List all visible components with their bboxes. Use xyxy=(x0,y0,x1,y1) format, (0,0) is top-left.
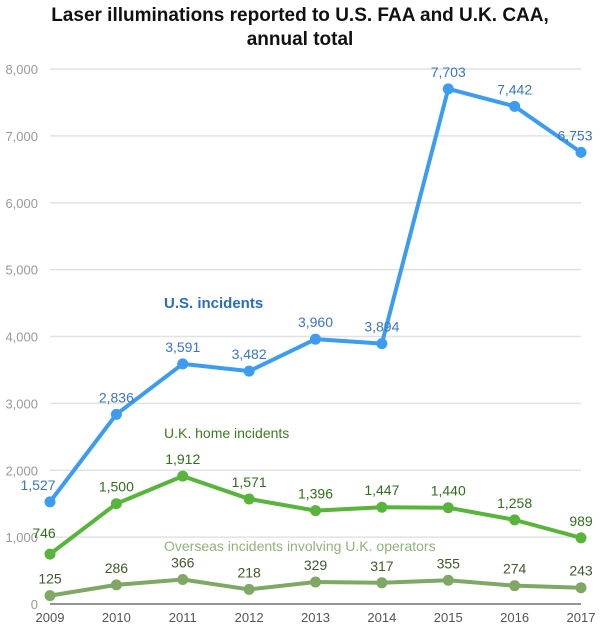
data-label: 218 xyxy=(237,564,261,580)
data-label: 3,591 xyxy=(165,339,200,355)
data-label: 3,960 xyxy=(298,314,333,330)
y-tick-label: 3,000 xyxy=(5,396,38,411)
data-label: 6,753 xyxy=(557,127,592,143)
data-label: 746 xyxy=(32,525,56,541)
y-tick-label: 7,000 xyxy=(5,129,38,144)
y-tick-label: 8,000 xyxy=(5,62,38,77)
x-tick-label: 2011 xyxy=(169,610,197,625)
data-label: 2,836 xyxy=(99,389,134,405)
data-point xyxy=(575,532,587,544)
data-label: 317 xyxy=(370,558,394,574)
data-label: 7,703 xyxy=(431,64,466,80)
series-label-us: U.S. incidents xyxy=(164,295,263,312)
data-point xyxy=(44,548,56,560)
data-label: 1,527 xyxy=(20,477,55,493)
data-label: 7,442 xyxy=(497,81,532,97)
data-label: 1,258 xyxy=(497,495,532,511)
y-tick-label: 6,000 xyxy=(5,196,38,211)
y-tick-label: 4,000 xyxy=(5,330,38,345)
x-tick-label: 2017 xyxy=(567,610,596,625)
chart-title-line2: annual total xyxy=(246,29,354,50)
data-point xyxy=(442,83,454,95)
data-label: 3,894 xyxy=(364,319,399,335)
data-point xyxy=(509,514,521,526)
data-point xyxy=(376,501,388,513)
y-tick-label: 1,000 xyxy=(5,530,38,545)
chart-title: Laser illuminations reported to U.S. FAA… xyxy=(0,4,600,52)
data-label: 1,912 xyxy=(165,451,200,467)
data-point xyxy=(44,496,56,508)
data-label: 329 xyxy=(304,557,328,573)
data-point xyxy=(243,583,255,595)
data-point xyxy=(177,574,189,586)
data-point xyxy=(442,574,454,586)
data-point xyxy=(509,100,521,112)
data-point xyxy=(376,338,388,350)
x-tick-label: 2012 xyxy=(235,610,264,625)
data-point xyxy=(575,582,587,594)
data-point xyxy=(509,580,521,592)
data-point xyxy=(376,577,388,589)
data-label: 355 xyxy=(437,555,461,571)
x-tick-label: 2016 xyxy=(500,610,529,625)
x-tick-label: 2009 xyxy=(36,610,65,625)
data-point xyxy=(310,333,321,345)
series-label-uk-home: U.K. home incidents xyxy=(164,425,289,441)
data-point xyxy=(243,493,255,505)
data-label: 366 xyxy=(171,555,195,571)
chart-title-line1: Laser illuminations reported to U.S. FAA… xyxy=(51,5,549,26)
data-point xyxy=(110,498,122,510)
data-label: 1,500 xyxy=(99,479,134,495)
x-tick-label: 2010 xyxy=(102,610,131,625)
data-label: 1,396 xyxy=(298,486,333,502)
data-label: 989 xyxy=(569,513,593,529)
y-tick-label: 5,000 xyxy=(5,263,38,278)
data-label: 1,440 xyxy=(431,483,466,499)
data-label: 286 xyxy=(105,560,129,576)
data-label: 1,571 xyxy=(232,474,267,490)
data-point xyxy=(575,146,587,158)
y-tick-label: 2,000 xyxy=(5,463,38,478)
data-point xyxy=(110,408,122,420)
x-tick-label: 2013 xyxy=(301,610,330,625)
data-point xyxy=(243,365,255,377)
data-point xyxy=(310,576,321,588)
data-label: 243 xyxy=(569,563,593,579)
data-point xyxy=(44,590,56,602)
data-point xyxy=(442,502,454,514)
data-label: 274 xyxy=(503,561,527,577)
x-tick-label: 2015 xyxy=(434,610,463,625)
y-tick-label: 0 xyxy=(31,597,38,612)
data-point xyxy=(110,579,122,591)
series-line xyxy=(48,86,583,504)
data-label: 125 xyxy=(38,571,62,587)
data-label: 3,482 xyxy=(232,346,267,362)
data-point xyxy=(177,470,189,482)
series-label-overseas: Overseas incidents involving U.K. operat… xyxy=(164,538,436,554)
data-point xyxy=(310,505,321,517)
data-point xyxy=(177,358,189,370)
x-tick-label: 2014 xyxy=(367,610,396,625)
data-label: 1,447 xyxy=(364,482,399,498)
